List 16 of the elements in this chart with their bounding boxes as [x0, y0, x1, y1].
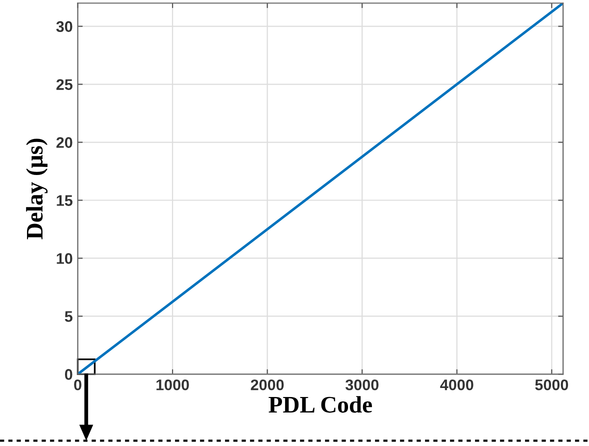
- y-tick-label: 10: [56, 253, 72, 264]
- line-series: [78, 3, 564, 374]
- y-tick-label: 5: [64, 311, 72, 322]
- x-tick-label: 3000: [345, 379, 378, 390]
- y-tick-label: 25: [56, 79, 72, 90]
- x-tick-label: 5000: [535, 379, 568, 390]
- x-tick-label: 0: [74, 379, 82, 390]
- y-axis-title: Delay (μs): [26, 138, 48, 240]
- x-tick-label: 2000: [250, 379, 284, 390]
- y-tick-label: 0: [64, 369, 72, 380]
- x-tick-label: 1000: [156, 379, 189, 390]
- y-tick-label: 20: [56, 137, 72, 148]
- y-tick-label: 30: [56, 21, 72, 32]
- x-axis-title: PDL Code: [268, 396, 372, 413]
- y-tick-label: 15: [56, 195, 72, 206]
- x-tick-label: 4000: [440, 379, 474, 390]
